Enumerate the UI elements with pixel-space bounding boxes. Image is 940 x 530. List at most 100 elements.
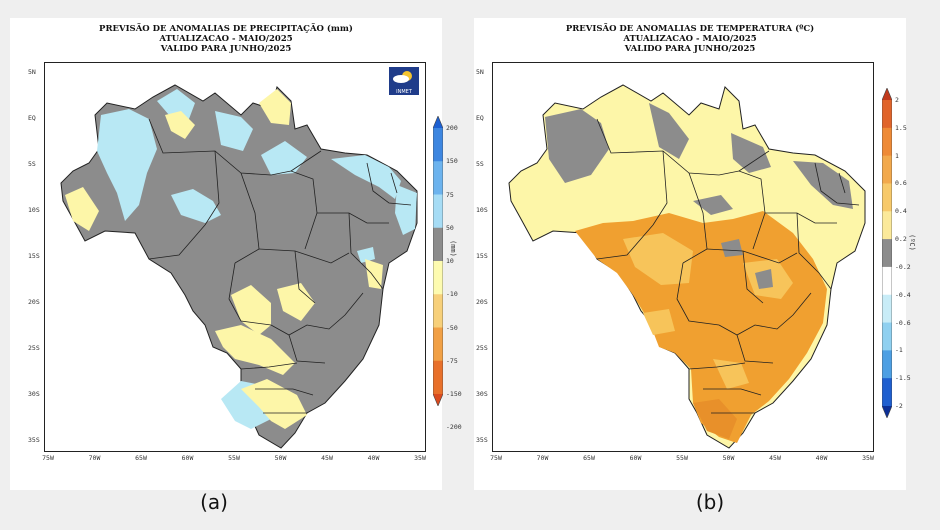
caption-a: (a) — [200, 490, 228, 514]
colorbar-segment — [882, 183, 892, 212]
colorbar-tick-label: 150 — [446, 157, 458, 166]
colorbar-unit: (mm) — [449, 240, 457, 257]
lat-tick-label: EQ — [28, 114, 36, 122]
lon-tick-label: 55W — [228, 454, 240, 462]
temperature-colorbar — [882, 88, 892, 418]
lat-tick-label: EQ — [476, 114, 484, 122]
lat-tick-label: 35S — [28, 436, 40, 444]
colorbar-tick-label: 0.6 — [895, 179, 907, 188]
colorbar-segment — [433, 261, 443, 295]
temperature-title: PREVISÃO DE ANOMALIAS DE TEMPERATURA (ºC… — [474, 24, 906, 54]
title-line-2: ATUALIZACAO - MAIO/2025 — [159, 34, 293, 44]
logo-text: INMET — [396, 89, 412, 95]
colorbar-segment — [433, 161, 443, 195]
map-frame — [492, 62, 874, 452]
lon-tick-label: 35W — [414, 454, 426, 462]
map-frame: INMET — [44, 62, 426, 452]
lat-tick-label: 35S — [476, 436, 488, 444]
lon-tick-label: 75W — [42, 454, 54, 462]
lon-tick-label: 40W — [367, 454, 380, 462]
cloud-sun-icon — [393, 71, 412, 83]
colorbar-segment — [882, 266, 892, 296]
colorbar-tick-label: -1 — [895, 346, 903, 355]
colorbar-tick-label: -10 — [446, 290, 458, 299]
lon-tick-label: 60W — [181, 454, 194, 462]
colorbar-segment — [882, 239, 892, 268]
lon-tick-label: 60W — [629, 454, 642, 462]
lon-tick-label: 35W — [862, 454, 874, 462]
colorbar-tick-label: 1.5 — [895, 123, 907, 132]
colorbar-tick-label: -1.5 — [895, 374, 911, 383]
lat-tick-label: 5N — [28, 68, 36, 76]
title-line-3: VALIDO PARA JUNHO/2025 — [624, 44, 756, 54]
colorbar-tick-label: -2 — [895, 402, 903, 410]
precipitation-title: PREVISÃO DE ANOMALIAS DE PRECIPITAÇÃO (m… — [10, 24, 442, 54]
temperature-panel: PREVISÃO DE ANOMALIAS DE TEMPERATURA (ºC… — [474, 18, 916, 490]
colorbar-tick-label: 0.2 — [895, 235, 907, 244]
colorbar-tick-label: 200 — [446, 124, 458, 132]
lat-tick-label: 25S — [476, 344, 488, 352]
lat-tick-label: 5S — [476, 160, 484, 168]
colorbar-segment — [882, 155, 892, 184]
title-line-2: ATUALIZACAO - MAIO/2025 — [623, 34, 757, 44]
colorbar-tick-label: -150 — [446, 390, 462, 398]
colorbar-tick-label: -200 — [446, 423, 462, 432]
colorbar-segment — [882, 294, 892, 324]
colorbar-bottom-tip — [433, 394, 443, 406]
lon-tick-label: 70W — [536, 454, 549, 462]
colorbar-segment — [433, 128, 443, 162]
colorbar-segment — [433, 194, 443, 229]
lat-tick-label: 30S — [476, 390, 488, 398]
colorbar-tick-label: -75 — [446, 356, 458, 365]
lon-tick-label: 70W — [88, 454, 101, 462]
lat-tick-label: 5S — [28, 160, 36, 168]
colorbar-tick-label: -0.4 — [895, 290, 911, 299]
lat-tick-label: 30S — [28, 390, 40, 398]
precipitation-colorbar — [433, 116, 443, 406]
colorbar-segment — [882, 211, 892, 240]
lat-tick-label: 15S — [476, 252, 488, 260]
colorbar-tick-label: -0.6 — [895, 318, 911, 327]
colorbar-segment — [433, 227, 443, 262]
colorbar-top-tip — [882, 88, 892, 100]
colorbar-tick-label: 0.4 — [895, 207, 907, 216]
lon-tick-label: 50W — [722, 454, 735, 462]
colorbar-segment — [882, 350, 892, 379]
lon-tick-label: 55W — [676, 454, 688, 462]
colorbar-svg — [433, 116, 443, 406]
colorbar-tick-label: 50 — [446, 223, 454, 232]
lon-tick-label: 40W — [815, 454, 828, 462]
lat-tick-label: 20S — [28, 298, 40, 306]
colorbar-segment — [882, 378, 892, 407]
colorbar-tick-label: 1 — [895, 151, 899, 160]
lon-tick-label: 45W — [321, 454, 333, 462]
brazil-shape — [60, 84, 418, 449]
colorbar-tick-label: -50 — [446, 323, 458, 332]
precipitation-panel: PREVISÃO DE ANOMALIAS DE PRECIPITAÇÃO (m… — [10, 18, 462, 490]
inmet-logo: INMET — [389, 67, 419, 95]
lat-tick-label: 10S — [28, 206, 40, 214]
temperature-map — [508, 84, 866, 449]
colorbar-segment — [882, 100, 892, 129]
lat-tick-label: 10S — [476, 206, 488, 214]
colorbar-segment — [433, 360, 443, 395]
colorbar-segment — [433, 294, 443, 328]
caption-b: (b) — [695, 490, 725, 514]
colorbar-svg — [882, 88, 892, 418]
colorbar-unit: (ºC) — [908, 234, 916, 251]
colorbar-segment — [882, 127, 892, 157]
lon-tick-label: 65W — [583, 454, 595, 462]
lon-tick-label: 50W — [274, 454, 287, 462]
colorbar-bottom-tip — [882, 406, 892, 418]
lon-tick-label: 75W — [490, 454, 502, 462]
colorbar-top-tip — [433, 116, 443, 128]
title-line-1: PREVISÃO DE ANOMALIAS DE PRECIPITAÇÃO (m… — [99, 24, 353, 34]
lon-tick-label: 65W — [135, 454, 147, 462]
title-line-3: VALIDO PARA JUNHO/2025 — [160, 44, 292, 54]
precipitation-map — [60, 84, 418, 449]
lat-tick-label: 20S — [476, 298, 488, 306]
colorbar-tick-label: 10 — [446, 257, 454, 265]
colorbar-tick-label: 75 — [446, 190, 454, 199]
colorbar-segment — [433, 327, 443, 362]
colorbar-tick-label: 2 — [895, 96, 899, 104]
